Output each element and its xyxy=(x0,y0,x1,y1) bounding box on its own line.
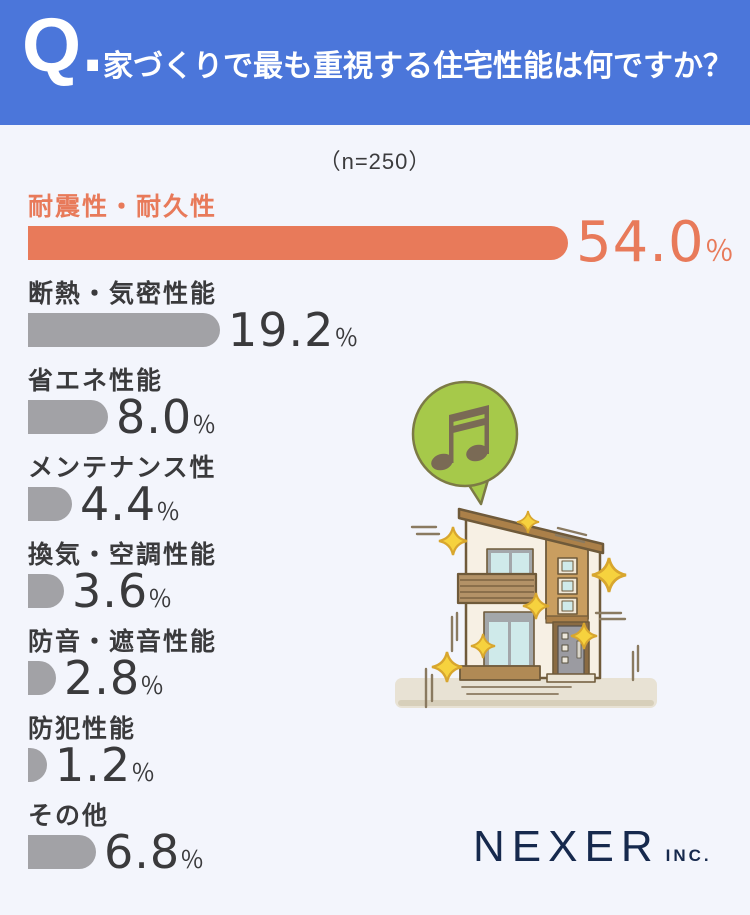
bar-line: 4.4％ xyxy=(28,481,722,527)
category-label: 換気・空調性能 xyxy=(28,541,218,569)
bar-row: 換気・空調性能 3.6％ xyxy=(28,541,722,614)
value-number: 3.6 xyxy=(72,564,149,618)
music-note-icon xyxy=(431,405,489,471)
question-header: Q. 家づくりで最も重視する住宅性能は何ですか？ xyxy=(0,0,750,125)
music-note-speech-bubble-icon xyxy=(411,380,519,506)
category-label: 防犯性能 xyxy=(28,715,137,743)
value-number: 8.0 xyxy=(116,390,193,444)
motion-lines xyxy=(410,525,640,709)
brand-name: NEXER xyxy=(473,822,660,871)
bar-row: 防犯性能 1.2％ xyxy=(28,715,722,788)
bar xyxy=(28,487,72,521)
bar xyxy=(28,748,47,782)
percent-sign: ％ xyxy=(704,234,734,268)
small-windows xyxy=(557,557,578,615)
bar-line: 3.6％ xyxy=(28,568,722,614)
bar xyxy=(28,835,96,869)
value-number: 19.2 xyxy=(228,303,335,357)
house-icon xyxy=(456,507,605,683)
first-floor-window xyxy=(459,611,541,681)
question-title: 家づくりで最も重視する住宅性能は何ですか？ xyxy=(103,49,733,83)
percent-sign: ％ xyxy=(334,324,359,352)
bar-row: その他 6.8％ xyxy=(28,802,722,875)
bar xyxy=(28,313,220,347)
bar-line: 54.0％ xyxy=(28,215,734,271)
bar-line: 2.8％ xyxy=(28,655,722,701)
bar-line: 19.2％ xyxy=(28,307,722,353)
category-label: その他 xyxy=(28,802,110,830)
bar xyxy=(28,400,108,434)
bar-row: 防音・遮音性能 2.8％ xyxy=(28,628,722,701)
category-label: メンテナンス性 xyxy=(28,454,217,482)
value-label: 19.2％ xyxy=(228,307,358,353)
q-mark: Q. xyxy=(22,3,105,88)
balcony-window xyxy=(456,548,538,605)
percent-sign: ％ xyxy=(180,846,205,874)
value-number: 2.8 xyxy=(64,651,141,705)
value-number: 1.2 xyxy=(55,738,132,792)
bar-row: 断熱・気密性能 19.2％ xyxy=(28,280,722,353)
value-label: 3.6％ xyxy=(72,568,172,614)
percent-sign: ％ xyxy=(148,585,173,613)
bar-row: 省エネ性能 8.0％ xyxy=(28,367,722,440)
brand-suffix: INC. xyxy=(665,846,712,865)
sample-size-label: （n=250） xyxy=(318,149,432,174)
bar-line: 1.2％ xyxy=(28,742,722,788)
percent-sign: ％ xyxy=(192,411,217,439)
bar-line: 8.0％ xyxy=(28,394,722,440)
category-label: 断熱・気密性能 xyxy=(28,280,218,308)
value-label: 6.8％ xyxy=(104,829,204,875)
roof xyxy=(457,507,605,555)
ground xyxy=(395,678,657,708)
house-illustration xyxy=(395,380,657,709)
percent-sign: ％ xyxy=(156,498,181,526)
value-label: 8.0％ xyxy=(116,394,216,440)
bar xyxy=(28,661,56,695)
value-label: 1.2％ xyxy=(55,742,155,788)
bar-row: 耐震性・耐久性 54.0％ xyxy=(28,193,734,271)
value-number: 6.8 xyxy=(104,825,181,879)
chart-area: （n=250） 耐震性・耐久性 54.0％ 断熱・気密性能 19.2％ 省エネ性… xyxy=(0,149,750,875)
category-label: 省エネ性能 xyxy=(28,367,164,395)
bar-chart: 耐震性・耐久性 54.0％ 断熱・気密性能 19.2％ 省エネ性能 8.0％ メ… xyxy=(28,193,734,875)
value-label: 2.8％ xyxy=(64,655,164,701)
category-label: 耐震性・耐久性 xyxy=(28,193,218,221)
category-label: 防音・遮音性能 xyxy=(28,628,218,656)
value-label: 54.0％ xyxy=(576,215,734,271)
value-number: 4.4 xyxy=(80,477,157,531)
bar-line: 6.8％ xyxy=(28,829,722,875)
bar xyxy=(28,574,64,608)
bar-row: メンテナンス性 4.4％ xyxy=(28,454,722,527)
value-label: 4.4％ xyxy=(80,481,180,527)
percent-sign: ％ xyxy=(131,759,156,787)
percent-sign: ％ xyxy=(140,672,165,700)
brand-logo: NEXER INC. xyxy=(473,822,712,872)
bar xyxy=(28,226,568,260)
value-number: 54.0 xyxy=(576,210,705,275)
